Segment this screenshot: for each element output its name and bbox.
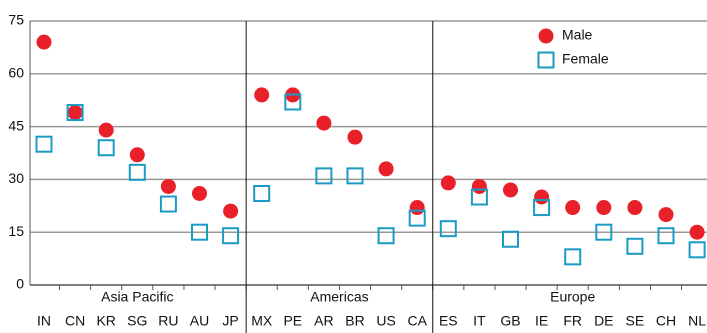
y-tick-label: 45 xyxy=(8,117,24,133)
legend-label: Female xyxy=(562,51,609,67)
dot xyxy=(626,237,644,255)
dot xyxy=(377,227,395,245)
dot xyxy=(346,167,364,185)
dot xyxy=(470,188,488,206)
legend-marker xyxy=(537,51,555,69)
x-tick-label: CA xyxy=(407,313,427,329)
dot xyxy=(67,105,83,121)
dot xyxy=(689,224,705,240)
dot xyxy=(223,203,239,219)
dot xyxy=(533,199,551,217)
x-tick-label: US xyxy=(376,313,395,329)
dot xyxy=(97,139,115,157)
dot xyxy=(128,163,146,181)
dot xyxy=(347,129,363,145)
x-tick-label: DE xyxy=(594,313,613,329)
x-tick-label: GB xyxy=(500,313,520,329)
x-tick-label: SG xyxy=(127,313,147,329)
y-tick-label: 15 xyxy=(8,223,24,239)
x-tick-label: IN xyxy=(37,313,51,329)
x-tick-label: IT xyxy=(473,313,486,329)
x-tick-label: CN xyxy=(65,313,85,329)
dot xyxy=(159,195,177,213)
dot xyxy=(657,227,675,245)
y-tick-label: 30 xyxy=(8,170,24,186)
dot xyxy=(471,178,487,194)
legend-marker xyxy=(538,28,554,44)
group-label: Americas xyxy=(310,289,368,305)
dot xyxy=(222,227,240,245)
dot xyxy=(98,122,114,138)
x-tick-label: AR xyxy=(314,313,333,329)
x-tick-label: RU xyxy=(158,313,178,329)
dot xyxy=(565,200,581,216)
x-tick-label: SE xyxy=(626,313,645,329)
dot xyxy=(439,220,457,238)
group-label: Asia Pacific xyxy=(101,289,173,305)
dot xyxy=(502,230,519,248)
legend-label: Male xyxy=(562,27,593,43)
dot xyxy=(688,241,706,259)
x-tick-label: ES xyxy=(439,313,458,329)
dot xyxy=(408,209,426,227)
dot xyxy=(35,135,53,153)
dot xyxy=(315,167,333,185)
x-tick-label: MX xyxy=(251,313,273,329)
dot xyxy=(595,223,613,241)
dot xyxy=(284,93,302,111)
y-tick-label: 60 xyxy=(8,65,24,81)
dot xyxy=(191,223,208,241)
dot xyxy=(316,115,332,131)
x-tick-label: PE xyxy=(283,313,302,329)
dot xyxy=(129,147,145,163)
dot xyxy=(160,178,176,194)
dot xyxy=(254,87,270,103)
dot xyxy=(534,189,550,205)
x-tick-label: AU xyxy=(190,313,209,329)
y-tick-label: 75 xyxy=(8,12,24,28)
x-tick-label: IE xyxy=(535,313,548,329)
x-tick-label: BR xyxy=(345,313,364,329)
dot xyxy=(658,207,674,223)
dot xyxy=(36,34,52,50)
dot xyxy=(66,104,84,122)
dot xyxy=(409,200,425,216)
x-tick-label: JP xyxy=(222,313,238,329)
dot xyxy=(378,161,394,177)
x-tick-label: NL xyxy=(688,313,706,329)
x-tick-label: CH xyxy=(656,313,676,329)
dot xyxy=(627,200,643,216)
x-tick-label: KR xyxy=(96,313,115,329)
x-tick-label: FR xyxy=(563,313,582,329)
y-tick-label: 0 xyxy=(16,276,24,292)
group-label: Europe xyxy=(550,289,595,305)
dot xyxy=(564,248,582,266)
dot xyxy=(253,184,271,202)
dot xyxy=(503,182,518,198)
dot xyxy=(596,200,612,216)
dot xyxy=(192,185,207,201)
dot xyxy=(440,175,456,191)
